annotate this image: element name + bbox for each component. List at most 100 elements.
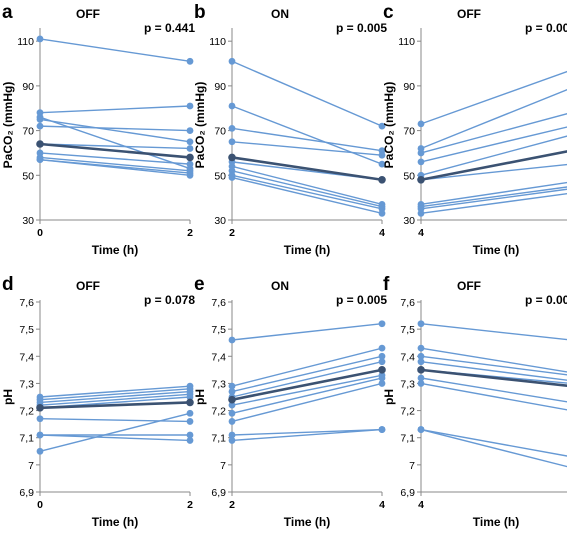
mean-line xyxy=(39,142,191,159)
data-point xyxy=(186,431,194,439)
series-line xyxy=(231,174,383,210)
y-tick-label: 30 xyxy=(214,215,226,227)
data-point xyxy=(378,209,386,217)
y-tick-label: 7,3 xyxy=(211,378,226,390)
series-line xyxy=(420,113,567,154)
y-tick-label: 7,4 xyxy=(19,351,34,363)
data-point xyxy=(417,120,425,128)
series-line xyxy=(420,377,567,403)
x-axis-label: Time (h) xyxy=(284,243,330,257)
series-line xyxy=(420,355,567,376)
x-tick-label: 4 xyxy=(418,227,424,239)
mean-point xyxy=(186,153,194,162)
series-line xyxy=(231,170,383,208)
data-point xyxy=(228,401,236,409)
x-tick-label: 2 xyxy=(229,499,235,511)
data-point xyxy=(228,437,236,444)
y-tick-label: 70 xyxy=(22,126,34,138)
mean-point xyxy=(36,140,44,148)
mean-line xyxy=(231,368,383,401)
data-point xyxy=(36,122,44,130)
series-line xyxy=(39,434,191,442)
series-line xyxy=(39,118,191,143)
y-axis-label: PaCO₂ (mmHg) xyxy=(382,82,396,169)
y-tick-label: 70 xyxy=(403,126,415,138)
data-point xyxy=(378,344,386,352)
series-line xyxy=(39,158,191,176)
series-line xyxy=(39,156,191,172)
series-line xyxy=(420,323,567,341)
series-line xyxy=(39,143,191,150)
panel-title: ON xyxy=(271,7,289,21)
y-tick-label: 6,9 xyxy=(211,487,226,499)
series-line xyxy=(231,60,383,127)
series-line xyxy=(231,428,383,442)
mean-line xyxy=(39,401,191,410)
data-point xyxy=(417,320,425,328)
y-tick-label: 7,4 xyxy=(211,351,226,363)
data-point xyxy=(186,418,194,425)
data-point xyxy=(417,426,425,433)
series-line xyxy=(39,152,191,165)
data-point xyxy=(186,393,194,401)
x-tick-label: 2 xyxy=(229,227,235,239)
y-tick-label: 50 xyxy=(214,170,226,182)
series-line xyxy=(231,323,383,341)
data-point xyxy=(186,145,194,152)
data-point xyxy=(228,431,236,439)
y-tick-label: 90 xyxy=(403,81,415,93)
panel-a: a OFF p = 0.441 30 50 70 90 110 0 2 Time (h) PaCO₂ … xyxy=(1,2,195,257)
series-line xyxy=(420,126,567,163)
y-tick-label: 7,5 xyxy=(19,324,34,336)
data-point xyxy=(228,124,236,132)
data-point xyxy=(186,57,194,65)
x-tick-label: 2 xyxy=(187,499,193,511)
y-tick-label: 90 xyxy=(214,81,226,93)
data-point xyxy=(378,122,386,130)
y-axis-label: PaCO₂ (mmHg) xyxy=(1,82,15,169)
y-axis-label: pH xyxy=(193,389,207,405)
series-line xyxy=(420,163,567,181)
data-point xyxy=(186,437,194,444)
panel-letter: d xyxy=(2,274,14,295)
series-line xyxy=(231,377,383,414)
data-point xyxy=(36,116,44,123)
series-line xyxy=(420,188,567,210)
series-line xyxy=(420,382,567,411)
series-line xyxy=(231,382,383,423)
series-line xyxy=(39,393,191,406)
y-tick-label: 30 xyxy=(403,215,415,227)
mean-point xyxy=(186,398,194,407)
series-line xyxy=(39,125,191,132)
data-point xyxy=(378,380,386,387)
data-point xyxy=(417,374,425,382)
data-point xyxy=(378,352,386,360)
series-line xyxy=(231,141,383,156)
series-line xyxy=(231,361,383,398)
panel-e: e ON p = 0.005 6,9 7 7,1 7,2 7,3 7,4 7,5 7,6 2 4 Time… xyxy=(193,274,387,529)
series-line xyxy=(420,428,567,457)
y-tick-label: 7,1 xyxy=(211,433,226,445)
series-line xyxy=(231,176,383,214)
y-tick-label: 7,1 xyxy=(19,433,34,445)
y-tick-label: 70 xyxy=(214,126,226,138)
data-point xyxy=(228,382,236,390)
data-point xyxy=(36,447,44,455)
y-tick-label: 7 xyxy=(28,460,34,472)
y-tick-label: 7,6 xyxy=(19,297,34,309)
panel-letter: e xyxy=(194,274,205,295)
y-tick-label: 7,6 xyxy=(400,297,415,309)
y-tick-label: 7,2 xyxy=(400,406,415,418)
series-line xyxy=(420,88,567,150)
series-line xyxy=(231,165,383,206)
y-axis-label: PaCO₂ (mmHg) xyxy=(193,82,207,169)
panel-title: OFF xyxy=(76,279,100,293)
data-point xyxy=(186,160,194,168)
y-tick-label: 7,3 xyxy=(19,378,34,390)
data-point xyxy=(36,35,44,43)
panel-letter: b xyxy=(194,2,206,23)
series-line xyxy=(420,70,567,125)
data-point xyxy=(228,418,236,425)
